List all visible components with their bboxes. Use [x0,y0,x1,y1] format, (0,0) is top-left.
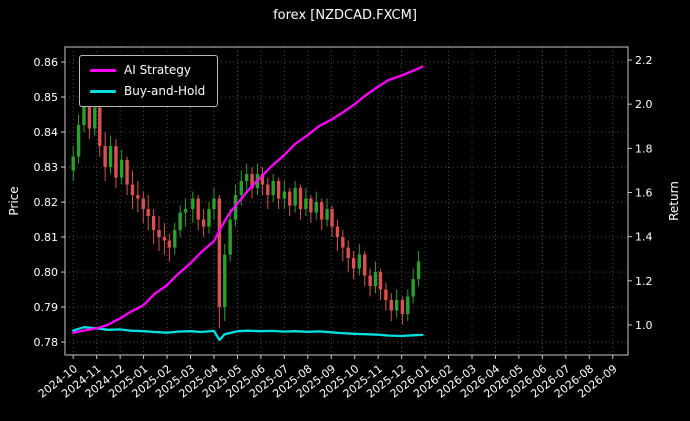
svg-text:0.81: 0.81 [34,231,59,244]
ai-strategy-line-swatch [90,68,116,72]
svg-text:0.83: 0.83 [34,161,59,174]
buy-and-hold-line-swatch [90,89,116,93]
svg-text:0.84: 0.84 [34,126,59,139]
svg-text:1.0: 1.0 [635,319,653,332]
svg-text:1.4: 1.4 [635,231,653,244]
svg-text:2.2: 2.2 [635,54,653,67]
svg-text:1.8: 1.8 [635,142,653,155]
svg-text:2.0: 2.0 [635,98,653,111]
svg-text:0.79: 0.79 [34,301,59,314]
svg-text:1.6: 1.6 [635,186,653,199]
svg-text:0.78: 0.78 [34,336,59,349]
svg-text:1.2: 1.2 [635,275,653,288]
chart-title: forex [NZDCAD.FXCM] [273,8,417,23]
svg-text:0.82: 0.82 [34,196,59,209]
legend-label-buy-and-hold: Buy-and-Hold [124,84,206,98]
svg-text:0.86: 0.86 [34,56,59,69]
legend-label-ai-strategy: AI Strategy [124,63,191,77]
legend: AI Strategy Buy-and-Hold [79,55,219,107]
svg-text:0.80: 0.80 [34,266,59,279]
legend-item-ai-strategy: AI Strategy [90,63,205,77]
svg-text:0.85: 0.85 [34,91,59,104]
legend-item-buy-and-hold: Buy-and-Hold [90,84,205,98]
